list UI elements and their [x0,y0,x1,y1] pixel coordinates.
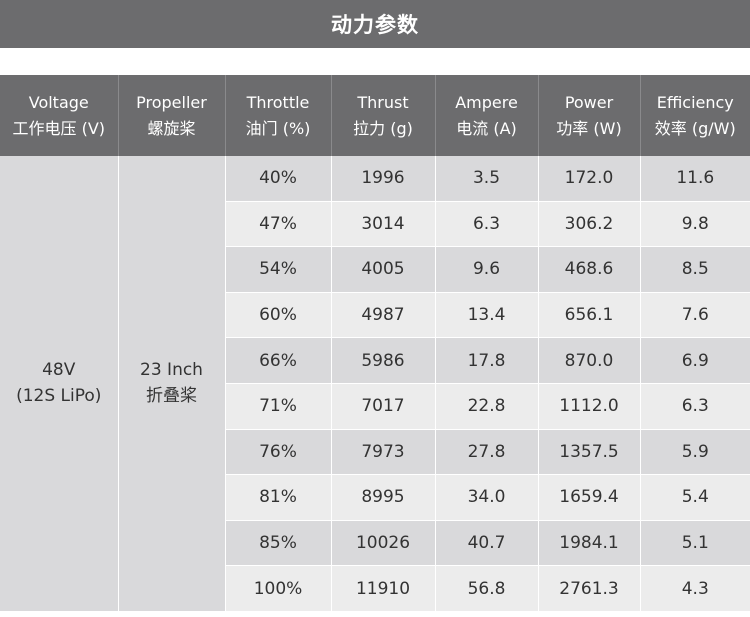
efficiency-cell: 11.6 [640,156,750,202]
throttle-cell: 66% [225,337,332,384]
efficiency-cell: 5.1 [640,520,750,567]
ampere-cell: 34.0 [435,474,539,521]
header-ampere: Ampere 电流 (A) [435,75,539,156]
header-en: Voltage [28,92,89,112]
efficiency-cell: 6.3 [640,383,750,430]
header-power: Power 功率 (W) [538,75,641,156]
header-efficiency: Efficiency 效率 (g/W) [640,75,750,156]
thrust-cell: 4987 [331,292,436,339]
efficiency-cell: 5.9 [640,429,750,476]
throttle-cell: 71% [225,383,332,430]
table-row: 47% 3014 6.3 306.2 9.8 [0,201,750,248]
thrust-cell: 10026 [331,520,436,567]
throttle-cell: 47% [225,201,332,248]
power-cell: 1112.0 [538,383,641,430]
efficiency-cell: 5.4 [640,474,750,521]
table-row: 48V (12S LiPo) 23 Inch 折叠桨 40% 1996 3.5 … [0,156,750,612]
efficiency-cell: 6.9 [640,337,750,384]
battery-type: (12S LiPo) [16,386,102,407]
throttle-cell: 60% [225,292,332,339]
header-voltage: Voltage 工作电压 (V) [0,75,119,156]
ampere-cell: 13.4 [435,292,539,339]
propeller-cell: 23 Inch 折叠桨 [118,156,226,612]
ampere-cell: 22.8 [435,383,539,430]
throttle-cell: 40% [225,156,332,202]
header-throttle: Throttle 油门 (%) [225,75,332,156]
power-cell: 172.0 [538,156,641,202]
ampere-cell: 56.8 [435,565,539,612]
propeller-size: 23 Inch [140,360,203,381]
power-parameters-table: Voltage 工作电压 (V) Propeller 螺旋桨 Throttle … [0,75,750,612]
header-zh: 工作电压 (V) [12,118,106,138]
efficiency-cell: 8.5 [640,246,750,293]
header-en: Ampere [455,92,518,112]
header-zh: 电流 (A) [456,118,517,138]
header-propeller: Propeller 螺旋桨 [118,75,226,156]
header-en: Throttle [246,92,310,112]
ampere-cell: 9.6 [435,246,539,293]
thrust-cell: 4005 [331,246,436,293]
ampere-cell: 27.8 [435,429,539,476]
thrust-cell: 11910 [331,565,436,612]
table-row: 71% 7017 22.8 1112.0 6.3 [0,383,750,430]
voltage-cell: 48V (12S LiPo) [0,156,119,612]
thrust-cell: 7973 [331,429,436,476]
power-cell: 468.6 [538,246,641,293]
power-cell: 306.2 [538,201,641,248]
efficiency-cell: 7.6 [640,292,750,339]
power-cell: 656.1 [538,292,641,339]
ampere-cell: 3.5 [435,156,539,202]
table-row: 66% 5986 17.8 870.0 6.9 [0,337,750,384]
header-zh: 功率 (W) [556,118,622,138]
header-en: Propeller [136,92,207,112]
ampere-cell: 17.8 [435,337,539,384]
efficiency-cell: 9.8 [640,201,750,248]
ampere-cell: 40.7 [435,520,539,567]
throttle-cell: 100% [225,565,332,612]
header-zh: 螺旋桨 [147,118,196,138]
header-zh: 效率 (g/W) [654,118,736,138]
table-row: 85% 10026 40.7 1984.1 5.1 [0,520,750,567]
efficiency-cell: 4.3 [640,565,750,612]
throttle-cell: 81% [225,474,332,521]
table-row: 76% 7973 27.8 1357.5 5.9 [0,429,750,476]
thrust-cell: 1996 [331,156,436,202]
header-zh: 拉力 (g) [353,118,413,138]
header-en: Power [564,92,614,112]
table-row: 81% 8995 34.0 1659.4 5.4 [0,474,750,521]
thrust-cell: 7017 [331,383,436,430]
thrust-cell: 3014 [331,201,436,248]
power-cell: 2761.3 [538,565,641,612]
table-row: 60% 4987 13.4 656.1 7.6 [0,292,750,339]
header-en: Thrust [357,92,409,112]
throttle-cell: 76% [225,429,332,476]
thrust-cell: 8995 [331,474,436,521]
throttle-cell: 85% [225,520,332,567]
header-en: Efficiency [656,92,734,112]
throttle-cell: 54% [225,246,332,293]
header-thrust: Thrust 拉力 (g) [331,75,436,156]
ampere-cell: 6.3 [435,201,539,248]
page-title: 动力参数 [0,0,750,48]
power-cell: 870.0 [538,337,641,384]
power-cell: 1984.1 [538,520,641,567]
header-zh: 油门 (%) [245,118,311,138]
propeller-type: 折叠桨 [146,386,197,407]
thrust-cell: 5986 [331,337,436,384]
table-header-row: Voltage 工作电压 (V) Propeller 螺旋桨 Throttle … [0,75,750,156]
table-row: 54% 4005 9.6 468.6 8.5 [0,246,750,293]
power-cell: 1659.4 [538,474,641,521]
table-row: 100% 11910 56.8 2761.3 4.3 [0,565,750,612]
voltage-value: 48V [42,360,76,381]
power-cell: 1357.5 [538,429,641,476]
